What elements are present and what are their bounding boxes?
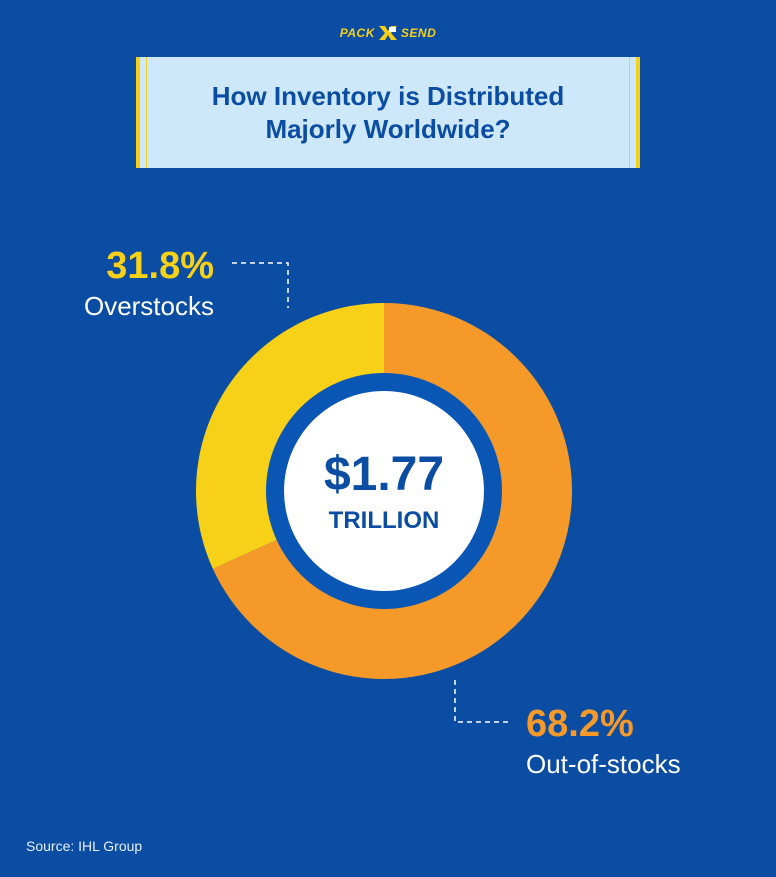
leader-lines [232,262,512,723]
logo-word-right: SEND [400,26,437,40]
out-of-stocks-leader-line [454,680,512,723]
chart-title-line-1: How Inventory is Distributed [211,80,565,111]
overstocks-percent-label: 31.8% [106,245,214,287]
chart-title: How Inventory is Distributed Majorly Wor… [168,80,608,146]
out-of-stocks-percent-label: 68.2% [526,703,634,745]
logo-word-left: PACK [339,26,375,40]
pack-send-logo: PACK SEND [330,22,446,44]
overstocks-category-label: Overstocks [83,291,214,321]
logo-x-icon [378,26,397,40]
title-banner: How Inventory is Distributed Majorly Wor… [136,57,640,168]
center-value: $1.77 [324,448,444,501]
title-inner-frame [146,57,630,168]
overstocks-leader-line [232,262,289,308]
center-unit: TRILLION [329,507,440,534]
center-circle [284,391,484,591]
out-of-stocks-category-label: Out-of-stocks [526,749,681,779]
chart-title-line-2: Majorly Worldwide? [265,113,511,144]
source-note: Source: IHL Group [26,838,143,854]
